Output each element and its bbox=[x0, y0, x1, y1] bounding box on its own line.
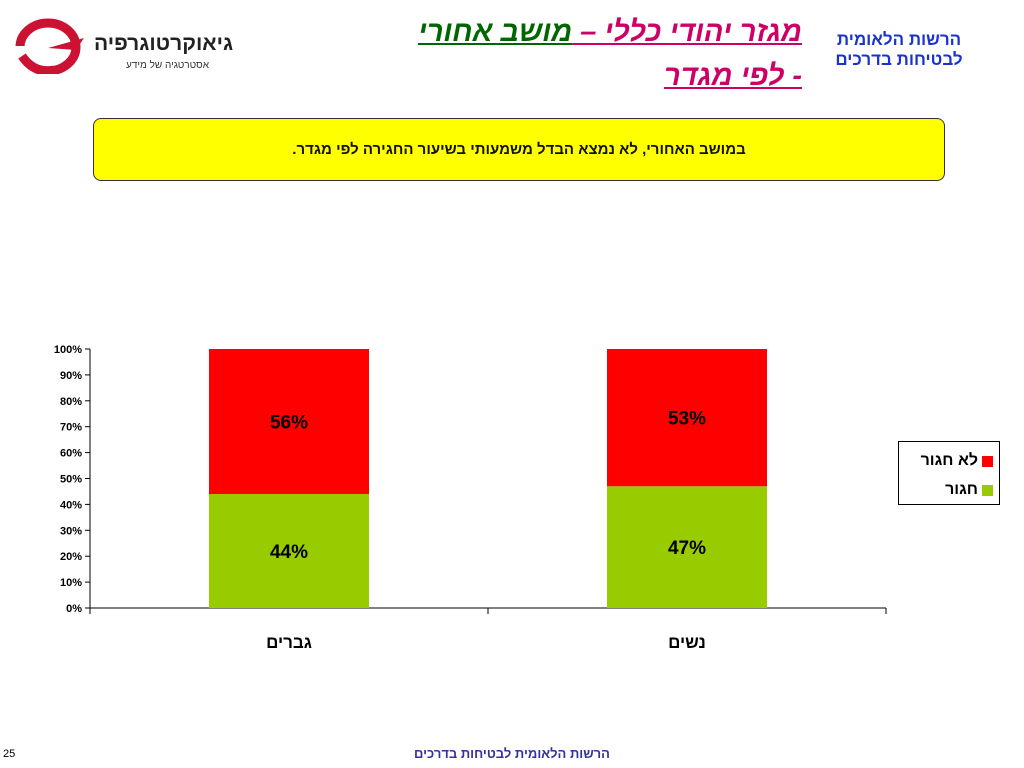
title-part2: מושב אחורי bbox=[418, 16, 573, 48]
y-tick-label: 10% bbox=[60, 577, 82, 589]
data-label: 44% bbox=[270, 542, 308, 563]
y-tick-label: 70% bbox=[60, 422, 82, 434]
data-label: 47% bbox=[668, 538, 706, 559]
y-tick-label: 30% bbox=[60, 525, 82, 537]
data-label: 56% bbox=[270, 413, 308, 434]
y-tick-label: 40% bbox=[60, 499, 82, 511]
logo: גיאוקרטוגרפיה אסטרטגיה של מידע bbox=[14, 18, 244, 78]
legend-item-buckled: חגור bbox=[945, 480, 993, 500]
y-tick-label: 80% bbox=[60, 396, 82, 408]
slide-title: מגזר יהודי כללי – מושב אחורי - לפי מגדר bbox=[382, 10, 802, 98]
authority-line1: הרשות הלאומית bbox=[836, 30, 962, 49]
authority-line2: לבטיחות בדרכים bbox=[835, 50, 963, 69]
title-part3: - לפי מגדר bbox=[664, 60, 802, 92]
legend-item-not-buckled: לא חגור bbox=[921, 451, 993, 471]
x-category-label: נשים bbox=[668, 633, 706, 652]
y-tick-label: 20% bbox=[60, 551, 82, 563]
note-text: במושב האחורי, לא נמצא הבדל משמעותי בשיעו… bbox=[292, 141, 746, 158]
logo-tagline: אסטרטגיה של מידע bbox=[126, 60, 209, 71]
bar-segment-buckled bbox=[607, 486, 767, 608]
footer-text: הרשות הלאומית לבטיחות בדרכים bbox=[414, 746, 610, 761]
bar-segment-not-buckled bbox=[607, 349, 767, 487]
logo-name: גיאוקרטוגרפיה bbox=[94, 32, 234, 55]
bar-segment-not-buckled bbox=[209, 349, 369, 495]
legend-label-not-buckled: לא חגור bbox=[920, 452, 978, 469]
y-tick-label: 0% bbox=[66, 603, 82, 615]
chart-legend: לא חגור חגור bbox=[898, 441, 1000, 505]
data-label: 53% bbox=[668, 409, 706, 430]
logo-mark-icon bbox=[14, 18, 84, 74]
y-tick-label: 100% bbox=[54, 344, 82, 356]
page-number: 25 bbox=[3, 748, 16, 760]
y-tick-label: 90% bbox=[60, 370, 82, 382]
y-tick-label: 60% bbox=[60, 448, 82, 460]
x-category-label: גברים bbox=[266, 633, 312, 652]
authority-name: הרשות הלאומית לבטיחות בדרכים bbox=[814, 30, 984, 70]
title-part1: מגזר יהודי כללי – bbox=[572, 16, 802, 48]
stacked-bar-chart: 0% 10% 20% 30% 40% 50% 60% 70% 80% 90% 100% 44% 56% ג… bbox=[54, 344, 887, 652]
note-box: במושב האחורי, לא נמצא הבדל משמעותי בשיעו… bbox=[93, 118, 945, 181]
legend-swatch-buckled bbox=[982, 484, 993, 496]
bar-segment-buckled bbox=[209, 494, 369, 608]
legend-label-buckled: חגור bbox=[945, 481, 978, 498]
y-tick-label: 50% bbox=[60, 474, 82, 486]
legend-swatch-not-buckled bbox=[982, 455, 993, 467]
